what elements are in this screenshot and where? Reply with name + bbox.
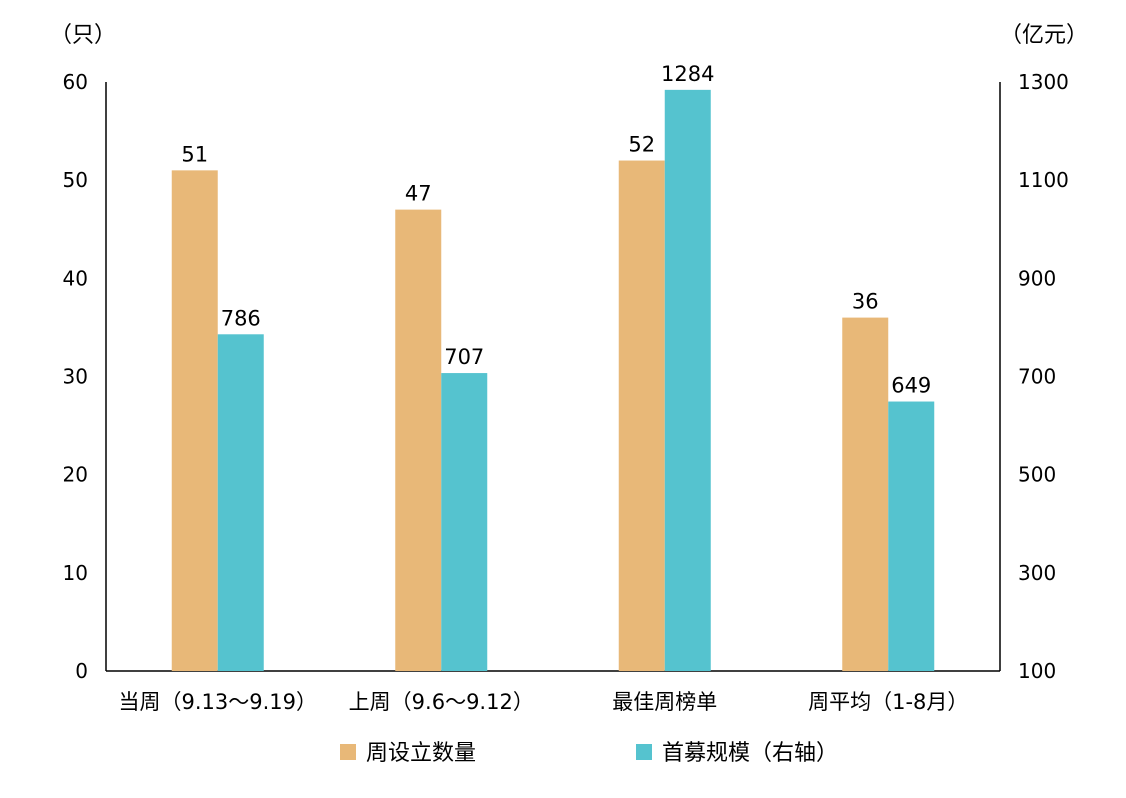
bar-scale-2 [664,89,711,671]
right-axis-ticks: 100 300 500 700 900 1100 1300 [1018,70,1069,683]
left-tick-label: 60 [63,70,88,94]
bar-count-3 [842,317,889,671]
label-count-1: 47 [405,182,432,206]
label-scale-0: 786 [221,306,261,330]
bar-scale-0 [217,334,264,671]
right-axis-unit: （亿元） [1000,23,1088,48]
label-scale-1: 707 [444,345,484,369]
legend-swatch-0 [340,744,356,760]
left-tick-label: 50 [63,168,88,192]
bar-scale-1 [441,373,488,671]
label-scale-3: 649 [891,374,931,398]
category-label-0: 当周（9.13～9.19） [118,690,317,714]
right-tick-label: 1100 [1018,168,1069,192]
right-tick-label: 900 [1018,266,1056,290]
right-tick-label: 300 [1018,561,1056,585]
right-tick-label: 500 [1018,463,1056,487]
bar-scale-3 [888,401,935,671]
legend: 周设立数量 首募规模（右轴） [340,741,838,766]
left-tick-label: 30 [63,365,88,389]
label-count-2: 52 [628,133,655,157]
right-tick-label: 700 [1018,365,1056,389]
right-tick-label: 100 [1018,659,1056,683]
left-axis-ticks: 0 10 20 30 40 50 60 [63,70,88,683]
bars [171,89,935,672]
left-tick-label: 0 [75,659,88,683]
left-tick-label: 40 [63,266,88,290]
label-count-0: 51 [181,142,208,166]
right-tick-label: 1300 [1018,70,1069,94]
category-label-3: 周平均（1-8月） [808,690,968,714]
bar-count-2 [618,160,665,672]
category-labels: 当周（9.13～9.19） 上周（9.6～9.12） 最佳周榜单 周平均（1-8月） [118,690,968,714]
legend-label-1: 首募规模（右轴） [662,741,838,766]
left-axis-unit: （只） [50,23,116,48]
label-scale-2: 1284 [661,62,714,86]
category-label-1: 上周（9.6～9.12） [349,690,534,714]
value-labels: 51 786 47 707 52 1284 36 649 [181,62,931,398]
bar-count-1 [395,209,442,671]
category-label-2: 最佳周榜单 [612,690,717,714]
legend-label-0: 周设立数量 [366,741,476,766]
legend-swatch-1 [636,744,652,760]
bar-count-0 [171,170,218,671]
label-count-3: 36 [852,290,879,314]
left-tick-label: 20 [63,463,88,487]
left-tick-label: 10 [63,561,88,585]
